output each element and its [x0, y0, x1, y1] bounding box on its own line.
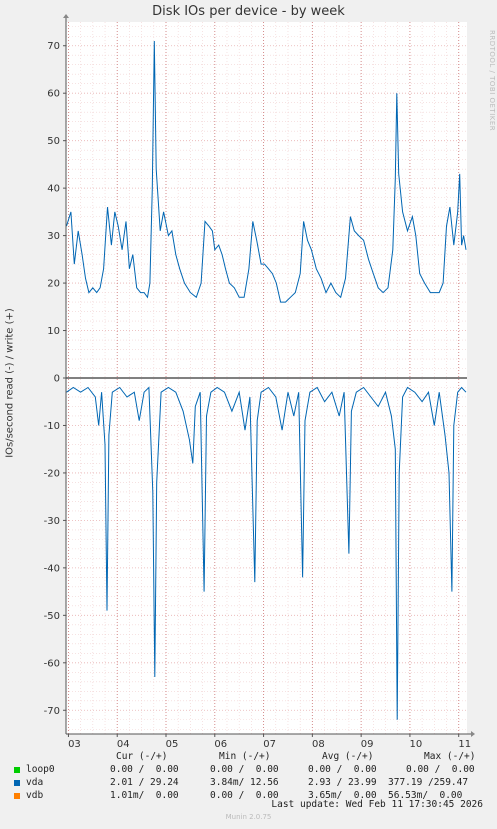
x-tick-label: 07 — [263, 739, 276, 750]
y-tick-label: -70 — [44, 706, 60, 717]
x-tick-label: 08 — [312, 739, 325, 750]
legend-header-min: Min (-/+) — [219, 751, 271, 762]
x-axis-arrow — [471, 731, 475, 737]
legend-min-vda: 3.84m/ 12.56 — [210, 777, 279, 788]
legend-name-vda: vda — [26, 777, 44, 788]
series-vda-read — [66, 386, 467, 720]
legend-header-max: Max (-/+) — [424, 751, 476, 762]
legend-cur-vda: 2.01 / 29.24 — [110, 777, 179, 788]
legend-max-vdb: 56.53m/ 0.00 — [388, 790, 463, 801]
munin-version: Munin 2.0.75 — [225, 813, 272, 821]
legend-avg-loop0: 0.00 / 0.00 — [308, 764, 377, 775]
x-tick-label: 06 — [214, 739, 227, 750]
y-tick-label: -10 — [44, 421, 60, 432]
legend-cur-loop0: 0.00 / 0.00 — [110, 764, 179, 775]
legend-swatch-loop0 — [14, 767, 20, 773]
y-tick-label: 70 — [47, 41, 60, 52]
x-tick-label: 04 — [117, 739, 130, 750]
x-tick-label: 09 — [361, 739, 374, 750]
x-tick-label: 11 — [458, 739, 471, 750]
y-tick-label: -30 — [44, 516, 60, 527]
y-tick-label: 50 — [47, 136, 60, 147]
y-tick-label: -50 — [44, 611, 60, 622]
legend-min-vdb: 0.00 / 0.00 — [210, 790, 279, 801]
legend-header-cur: Cur (-/+) — [116, 751, 168, 762]
legend-name-loop0: loop0 — [26, 764, 55, 775]
legend-max-vda: 377.19 /259.47 — [388, 777, 469, 788]
legend-avg-vdb: 3.65m/ 0.00 — [308, 790, 377, 801]
legend-name-vdb: vdb — [26, 790, 44, 801]
legend-max-loop0: 0.00 / 0.00 — [406, 764, 475, 775]
y-tick-label: 10 — [47, 326, 60, 337]
y-tick-label: -20 — [44, 468, 60, 479]
legend-cur-vdb: 1.01m/ 0.00 — [110, 790, 179, 801]
legend-swatch-vdb — [14, 793, 20, 799]
legend-swatch-vda — [14, 780, 20, 786]
legend-min-loop0: 0.00 / 0.00 — [210, 764, 279, 775]
y-tick-label: 30 — [47, 231, 60, 242]
chart-title: Disk IOs per device - by week — [152, 4, 345, 19]
y-tick-label: 40 — [47, 184, 60, 195]
y-tick-label: -60 — [44, 658, 60, 669]
y-tick-label: 60 — [47, 89, 60, 100]
y-tick-label: 20 — [47, 279, 60, 290]
legend-avg-vda: 2.93 / 23.99 — [308, 777, 377, 788]
x-tick-label: 03 — [68, 739, 81, 750]
series-vda-write — [66, 40, 467, 303]
rrdtool-watermark: RRDTOOL / TOBI OETIKER — [488, 30, 496, 132]
legend-header-avg: Avg (-/+) — [322, 751, 374, 762]
y-tick-label: -40 — [44, 563, 60, 574]
x-tick-label: 05 — [166, 739, 179, 750]
y-tick-label: 0 — [54, 374, 60, 385]
last-update: Last update: Wed Feb 11 17:30:45 2026 — [271, 799, 483, 810]
y-axis-arrow — [63, 14, 69, 18]
x-tick-label: 10 — [410, 739, 423, 750]
